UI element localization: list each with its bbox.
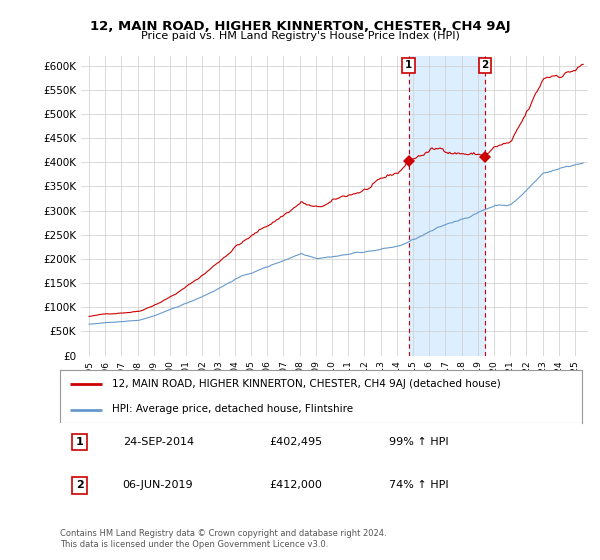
Text: £402,495: £402,495 [269, 437, 322, 447]
Text: 24-SEP-2014: 24-SEP-2014 [122, 437, 194, 447]
Text: 74% ↑ HPI: 74% ↑ HPI [389, 480, 448, 491]
Text: HPI: Average price, detached house, Flintshire: HPI: Average price, detached house, Flin… [112, 404, 353, 414]
Text: Contains HM Land Registry data © Crown copyright and database right 2024.
This d: Contains HM Land Registry data © Crown c… [60, 529, 386, 549]
Text: 1: 1 [405, 60, 412, 71]
Text: Price paid vs. HM Land Registry's House Price Index (HPI): Price paid vs. HM Land Registry's House … [140, 31, 460, 41]
Text: 2: 2 [76, 480, 83, 491]
Text: 2: 2 [481, 60, 488, 71]
Text: 12, MAIN ROAD, HIGHER KINNERTON, CHESTER, CH4 9AJ (detached house): 12, MAIN ROAD, HIGHER KINNERTON, CHESTER… [112, 380, 501, 390]
Text: £412,000: £412,000 [269, 480, 322, 491]
Text: 12, MAIN ROAD, HIGHER KINNERTON, CHESTER, CH4 9AJ: 12, MAIN ROAD, HIGHER KINNERTON, CHESTER… [89, 20, 511, 32]
Text: 06-JUN-2019: 06-JUN-2019 [122, 480, 193, 491]
Bar [409, 56, 485, 356]
Text: 99% ↑ HPI: 99% ↑ HPI [389, 437, 448, 447]
Text: 1: 1 [76, 437, 83, 447]
